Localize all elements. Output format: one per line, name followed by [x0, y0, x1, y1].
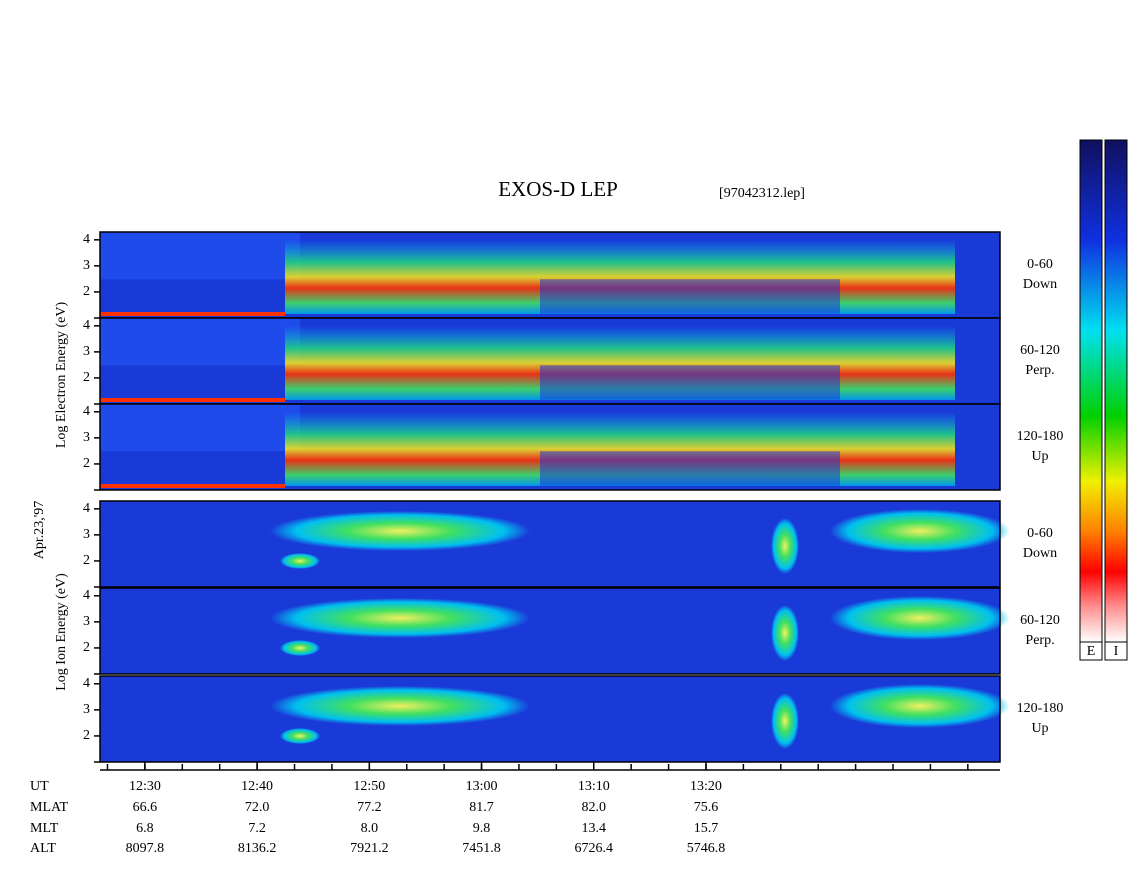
ephemeris-value: 15.7 [694, 821, 719, 836]
spectrogram-region [540, 365, 840, 400]
y-tick-label: 3 [83, 527, 90, 542]
colorbar [1104, 139, 1128, 643]
colorbar-label-box [1104, 641, 1128, 661]
spectrogram-region [280, 640, 320, 656]
x-tick-label: 12:40 [241, 779, 273, 794]
spectrogram-region [270, 686, 530, 726]
y-tick-label: 2 [83, 553, 90, 568]
y-tick-label: 3 [83, 258, 90, 273]
spectrogram-region [830, 509, 1010, 553]
panel-angle: 0-60 [1027, 526, 1053, 541]
y-tick-label: 4 [83, 588, 90, 603]
spectrogram-region [540, 451, 840, 486]
ephemeris-value: 75.6 [694, 800, 719, 815]
ephemeris-value: 8.0 [361, 821, 379, 836]
y-tick-label: 2 [83, 640, 90, 655]
ephemeris-label: MLT [30, 821, 59, 836]
ephemeris-value: 9.8 [473, 821, 491, 836]
spectrogram-region [100, 232, 300, 280]
colorbar-label: I [1114, 644, 1119, 659]
spectrogram-region [100, 404, 300, 452]
ephemeris-value: 6.8 [136, 821, 154, 836]
ephemeris-value: 7.2 [248, 821, 266, 836]
y-tick-label: 3 [83, 344, 90, 359]
ephemeris-label: MLAT [30, 800, 69, 815]
ephemeris-value: 6726.4 [575, 841, 614, 856]
colorbar [1079, 139, 1103, 643]
x-tick-label: 12:30 [129, 779, 161, 794]
group-label: Log Electron Energy (eV) [54, 302, 69, 449]
spectrogram-region [830, 684, 1010, 728]
y-tick-label: 3 [83, 614, 90, 629]
spectrogram-region [270, 511, 530, 551]
spectrogram-region [100, 398, 285, 402]
panel-angle: 60-120 [1020, 343, 1060, 358]
y-tick-label: 3 [83, 430, 90, 445]
panel-direction: Up [1031, 449, 1048, 464]
ephemeris-value: 66.6 [133, 800, 158, 815]
ephemeris-value: 5746.8 [687, 841, 726, 856]
y-tick-label: 4 [83, 318, 90, 333]
spectrogram-region [771, 693, 799, 749]
group-label: Log Ion Energy (eV) [54, 573, 69, 691]
y-tick-label: 2 [83, 728, 90, 743]
y-tick-label: 4 [83, 676, 90, 691]
panel-angle: 60-120 [1020, 613, 1060, 628]
title: EXOS-D LEP [498, 177, 618, 201]
panel-frame [99, 403, 1001, 491]
colorbar-label-box [1079, 641, 1103, 661]
colorbar-label: E [1087, 644, 1096, 659]
date: Apr.23,'97 [32, 501, 47, 560]
panel-angle: 0-60 [1027, 257, 1053, 272]
ephemeris-value: 7451.8 [462, 841, 501, 856]
panel-direction: Perp. [1025, 633, 1054, 648]
ephemeris-value: 13.4 [582, 821, 607, 836]
panel-frame [99, 587, 1001, 675]
ephemeris-label: UT [30, 779, 49, 794]
ephemeris-value: 72.0 [245, 800, 270, 815]
ephemeris-value: 8136.2 [238, 841, 277, 856]
file-name: [97042312.lep] [719, 186, 805, 201]
x-tick-label: 12:50 [353, 779, 385, 794]
panel-angle: 120-180 [1017, 701, 1064, 716]
spectrogram-region [100, 312, 285, 316]
spectrogram-region [100, 318, 300, 366]
panel-frame [99, 675, 1001, 763]
panel-direction: Up [1031, 721, 1048, 736]
ephemeris-label: ALT [30, 841, 56, 856]
ephemeris-value: 77.2 [357, 800, 382, 815]
x-tick-label: 13:10 [578, 779, 610, 794]
panel-direction: Perp. [1025, 363, 1054, 378]
spectrogram-region [100, 484, 285, 488]
spectrogram-region [540, 279, 840, 314]
spectrogram-region [280, 728, 320, 744]
x-tick-label: 13:00 [466, 779, 498, 794]
panel-frame [99, 500, 1001, 588]
ephemeris-value: 8097.8 [126, 841, 165, 856]
panel-direction: Down [1023, 277, 1057, 292]
y-tick-label: 4 [83, 501, 90, 516]
panel-angle: 120-180 [1017, 429, 1064, 444]
y-tick-label: 2 [83, 370, 90, 385]
y-tick-label: 3 [83, 702, 90, 717]
x-tick-label: 13:20 [690, 779, 722, 794]
spectrogram-region [280, 553, 320, 569]
y-tick-label: 4 [83, 404, 90, 419]
ephemeris-value: 81.7 [469, 800, 494, 815]
panel-direction: Down [1023, 546, 1057, 561]
ephemeris-value: 82.0 [582, 800, 607, 815]
y-tick-label: 2 [83, 456, 90, 471]
ephemeris-value: 7921.2 [350, 841, 389, 856]
spectrogram-region [270, 598, 530, 638]
spectrogram-region [771, 518, 799, 574]
spectrogram-region [771, 605, 799, 661]
spectrogram-region [830, 596, 1010, 640]
y-tick-label: 2 [83, 284, 90, 299]
y-tick-label: 4 [83, 232, 90, 247]
